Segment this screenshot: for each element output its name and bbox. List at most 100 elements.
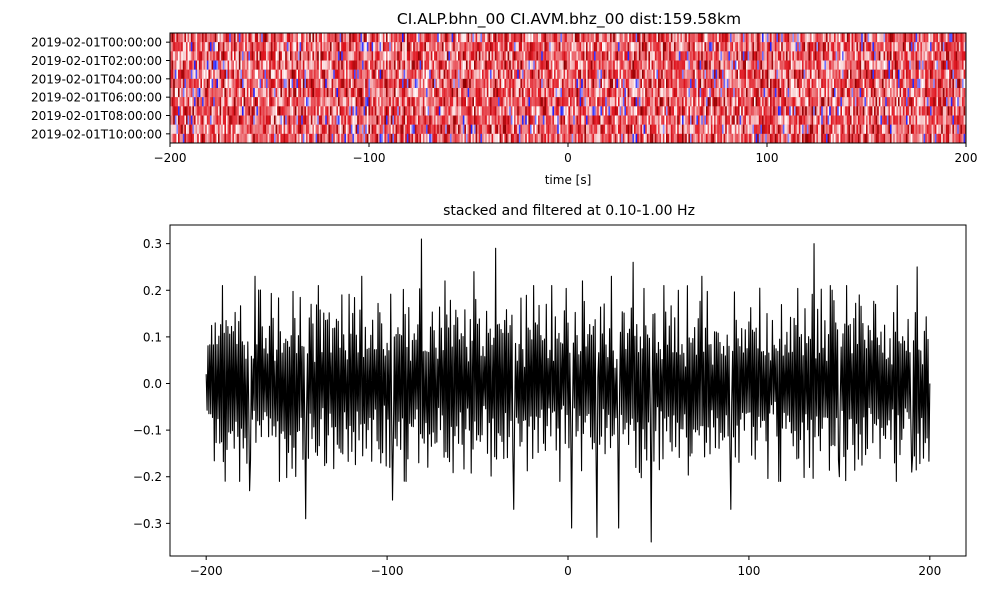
heatmap-cell <box>586 69 588 79</box>
heatmap-cell <box>858 42 860 52</box>
heatmap-cell <box>509 97 511 107</box>
heatmap-cell <box>283 88 286 98</box>
heatmap-cell <box>560 88 563 98</box>
heatmap-cell <box>640 106 643 116</box>
heatmap-cell <box>643 60 646 70</box>
heatmap-cell <box>574 69 577 79</box>
heatmap-cell <box>526 60 529 70</box>
heatmap-cell <box>437 88 439 98</box>
heatmap-cell <box>722 88 724 98</box>
heatmap-cell <box>760 106 763 116</box>
heatmap-cell <box>509 60 511 70</box>
heatmap-cell <box>317 33 319 43</box>
heatmap-cell <box>530 115 532 125</box>
heatmap-cell <box>888 33 891 43</box>
heatmap-cell <box>349 115 351 125</box>
heatmap-cell <box>550 106 553 116</box>
heatmap-cell <box>885 115 887 125</box>
heatmap-cell <box>522 78 524 89</box>
heatmap-cell <box>944 69 947 79</box>
heatmap-cell <box>267 106 270 116</box>
heatmap-cell <box>818 51 820 61</box>
heatmap-cell <box>630 88 633 98</box>
heatmap-cell <box>502 51 505 61</box>
heatmap-cell <box>782 51 785 61</box>
heatmap-cell <box>877 88 879 98</box>
heatmap-cell <box>690 33 692 43</box>
heatmap-cell <box>898 97 900 107</box>
heatmap-cell <box>253 88 255 98</box>
heatmap-cell <box>552 88 555 98</box>
heatmap-cell <box>650 42 652 52</box>
heatmap-cell <box>928 97 931 107</box>
heatmap-cell <box>454 106 457 116</box>
heatmap-cell <box>454 115 457 125</box>
heatmap-cell <box>565 115 567 125</box>
heatmap-cell <box>859 51 862 61</box>
heatmap-cell <box>395 115 398 125</box>
heatmap-cell <box>242 88 244 98</box>
heatmap-cell <box>918 78 921 89</box>
heatmap-cell <box>195 69 198 79</box>
heatmap-cell <box>437 51 439 61</box>
heatmap-cell <box>270 97 273 107</box>
heatmap-cell <box>816 78 819 89</box>
heatmap-cell <box>866 78 868 89</box>
heatmap-cell <box>350 69 353 79</box>
heatmap-cell <box>379 60 382 70</box>
heatmap-cell <box>285 69 287 79</box>
heatmap-cell <box>286 78 289 89</box>
heatmap-cell <box>262 106 265 116</box>
heatmap-cell <box>565 33 567 43</box>
heatmap-cell <box>954 51 956 61</box>
heatmap-cell <box>846 115 849 125</box>
heatmap-cell <box>651 78 654 89</box>
heatmap-cell <box>491 88 494 98</box>
heatmap-cell <box>771 97 774 107</box>
heatmap-cell <box>659 42 662 52</box>
heatmap-cell <box>578 78 580 89</box>
heatmap-cell <box>838 115 841 125</box>
heatmap-cell <box>328 51 331 61</box>
heatmap-cell <box>208 60 211 70</box>
heatmap-cell <box>256 60 259 70</box>
heatmap-cell <box>480 69 483 79</box>
heatmap-cell <box>731 106 734 116</box>
heatmap-cell <box>200 106 203 116</box>
heatmap-cell <box>405 78 407 89</box>
heatmap-cell <box>667 78 670 89</box>
heatmap-cell <box>555 97 558 107</box>
heatmap-cell <box>216 78 219 89</box>
heatmap-cell <box>358 115 361 125</box>
heatmap-cell <box>835 78 838 89</box>
heatmap-cell <box>429 88 431 98</box>
heatmap-cell <box>411 33 414 43</box>
heatmap-cell <box>400 42 403 52</box>
heatmap-cell <box>472 78 475 89</box>
heatmap-cell <box>669 51 671 61</box>
heatmap-cell <box>195 78 198 89</box>
heatmap-cell <box>552 51 555 61</box>
heatmap-cell <box>872 97 875 107</box>
heatmap-cell <box>453 115 455 125</box>
heatmap-cell <box>242 106 244 116</box>
heatmap-cell <box>534 60 537 70</box>
heatmap-cell <box>493 69 495 79</box>
heatmap-cell <box>480 88 483 98</box>
heatmap-cell <box>218 60 220 70</box>
heatmap-cell <box>339 42 342 52</box>
heatmap-cell <box>926 97 929 107</box>
heatmap-cell <box>866 42 868 52</box>
heatmap-cell <box>267 60 270 70</box>
heatmap-cell <box>176 124 179 134</box>
heatmap-cell <box>264 33 267 43</box>
heatmap-cell <box>402 33 404 43</box>
heatmap-cell <box>528 33 531 43</box>
heatmap-cell <box>403 78 406 89</box>
heatmap-cell <box>187 106 190 116</box>
heatmap-cell <box>944 106 947 116</box>
heatmap-cell <box>245 106 247 116</box>
heatmap-cell <box>488 115 491 125</box>
heatmap-cell <box>326 88 329 98</box>
heatmap-cell <box>939 42 942 52</box>
